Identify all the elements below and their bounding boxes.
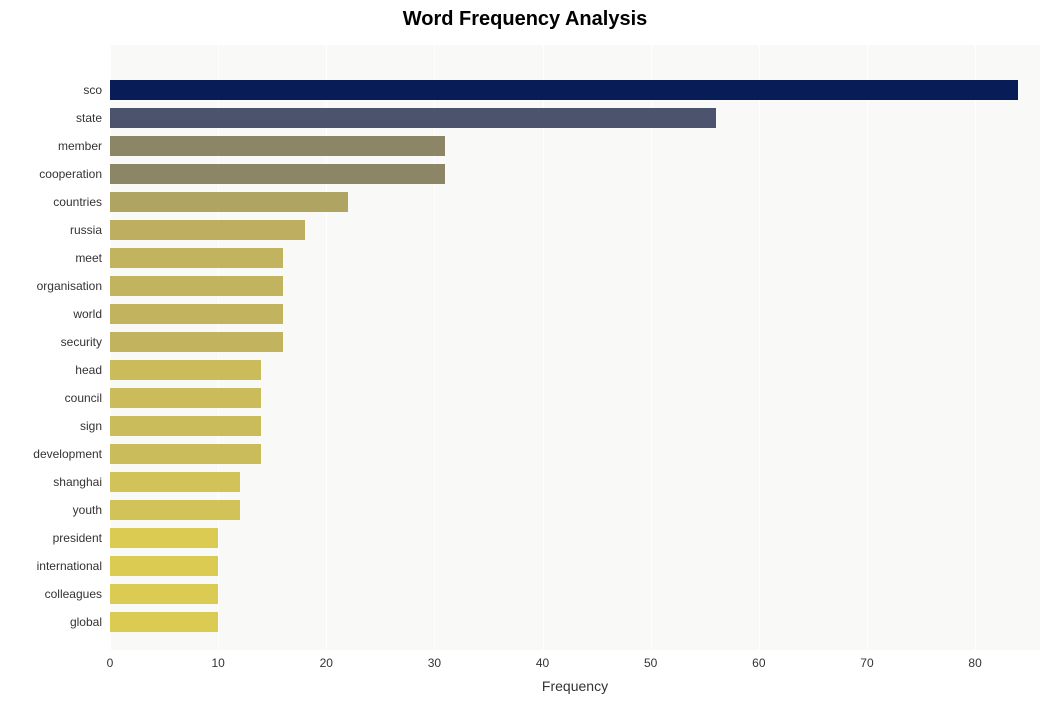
y-tick-label: youth: [0, 503, 102, 517]
y-tick-label: international: [0, 559, 102, 573]
bar: [110, 612, 218, 632]
y-tick-label: russia: [0, 223, 102, 237]
bar: [110, 472, 240, 492]
bar: [110, 248, 283, 268]
bar: [110, 416, 261, 436]
y-tick-label: sco: [0, 83, 102, 97]
bar: [110, 332, 283, 352]
y-tick-label: cooperation: [0, 167, 102, 181]
bar: [110, 220, 305, 240]
y-tick-label: security: [0, 335, 102, 349]
gridline: [651, 45, 652, 650]
x-tick-label: 50: [644, 650, 657, 670]
plot-area: Frequency 01020304050607080: [110, 45, 1040, 650]
y-tick-label: global: [0, 615, 102, 629]
x-tick-label: 60: [752, 650, 765, 670]
x-tick-label: 20: [320, 650, 333, 670]
bar: [110, 108, 716, 128]
chart-title: Word Frequency Analysis: [0, 8, 1050, 31]
gridline: [867, 45, 868, 650]
y-tick-label: world: [0, 307, 102, 321]
y-tick-label: development: [0, 447, 102, 461]
y-tick-label: head: [0, 363, 102, 377]
y-tick-label: president: [0, 531, 102, 545]
bar: [110, 80, 1018, 100]
bar: [110, 360, 261, 380]
bar: [110, 388, 261, 408]
x-tick-label: 40: [536, 650, 549, 670]
y-tick-label: member: [0, 139, 102, 153]
x-tick-label: 0: [107, 650, 114, 670]
y-tick-label: organisation: [0, 279, 102, 293]
bar: [110, 164, 445, 184]
y-tick-label: sign: [0, 419, 102, 433]
chart-container: Word Frequency Analysis Frequency 010203…: [0, 0, 1050, 701]
bar: [110, 556, 218, 576]
x-tick-label: 70: [860, 650, 873, 670]
y-tick-label: colleagues: [0, 587, 102, 601]
y-tick-label: shanghai: [0, 475, 102, 489]
x-axis-label: Frequency: [542, 678, 608, 694]
y-tick-label: state: [0, 111, 102, 125]
gridline: [975, 45, 976, 650]
gridline: [759, 45, 760, 650]
x-tick-label: 30: [428, 650, 441, 670]
bar: [110, 500, 240, 520]
y-tick-label: countries: [0, 195, 102, 209]
bar: [110, 136, 445, 156]
bar: [110, 444, 261, 464]
bar: [110, 584, 218, 604]
bar: [110, 304, 283, 324]
bar: [110, 528, 218, 548]
bar: [110, 192, 348, 212]
gridline: [543, 45, 544, 650]
y-tick-label: meet: [0, 251, 102, 265]
y-tick-label: council: [0, 391, 102, 405]
bar: [110, 276, 283, 296]
x-tick-label: 80: [968, 650, 981, 670]
x-tick-label: 10: [211, 650, 224, 670]
